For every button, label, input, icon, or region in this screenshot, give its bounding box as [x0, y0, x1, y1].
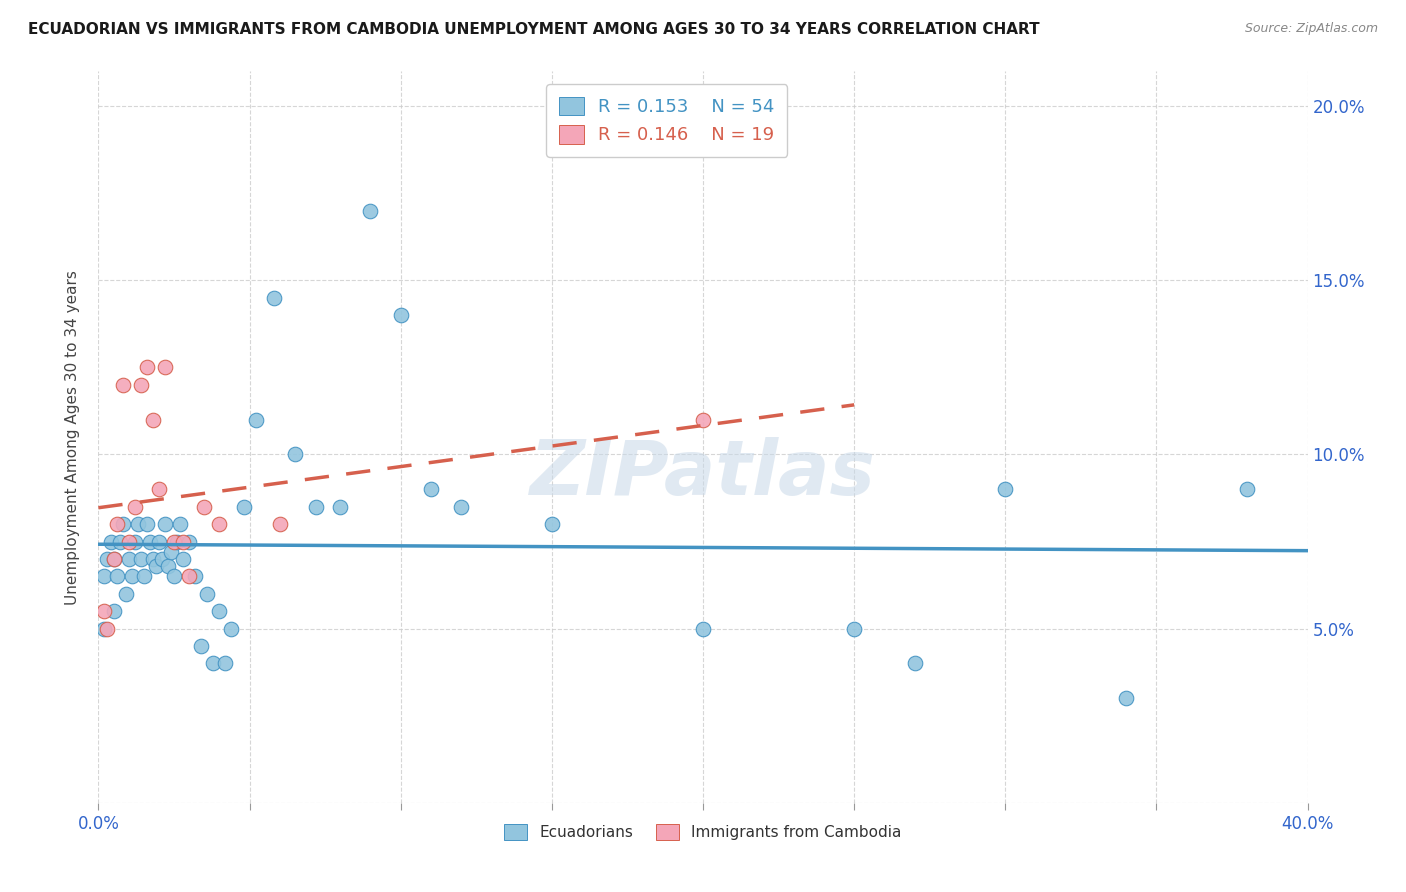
Text: Source: ZipAtlas.com: Source: ZipAtlas.com [1244, 22, 1378, 36]
Point [844, 622, 866, 636]
Point [118, 552, 141, 566]
Point [124, 534, 146, 549]
Point [329, 500, 352, 514]
Point [245, 412, 267, 426]
Point [93, 622, 115, 636]
Point [193, 500, 215, 514]
Point [540, 517, 562, 532]
Point [190, 639, 212, 653]
Point [142, 552, 165, 566]
Point [1115, 691, 1137, 706]
Point [284, 448, 307, 462]
Point [142, 412, 165, 426]
Point [163, 534, 186, 549]
Point [139, 534, 162, 549]
Point [305, 500, 328, 514]
Point [692, 412, 714, 426]
Point [127, 517, 149, 532]
Point [96, 552, 118, 566]
Point [108, 534, 131, 549]
Point [420, 483, 443, 497]
Point [129, 552, 152, 566]
Point [118, 534, 141, 549]
Point [263, 291, 285, 305]
Point [111, 517, 134, 532]
Point [121, 569, 143, 583]
Legend: Ecuadorians, Immigrants from Cambodia: Ecuadorians, Immigrants from Cambodia [498, 818, 908, 847]
Point [124, 500, 146, 514]
Point [148, 534, 170, 549]
Point [96, 622, 118, 636]
Point [103, 604, 125, 618]
Point [184, 569, 207, 583]
Point [156, 558, 179, 573]
Point [214, 657, 236, 671]
Point [132, 569, 155, 583]
Point [103, 552, 125, 566]
Text: ZIPatlas: ZIPatlas [530, 437, 876, 510]
Point [145, 558, 167, 573]
Point [172, 552, 194, 566]
Point [105, 569, 128, 583]
Point [105, 517, 128, 532]
Point [153, 360, 176, 375]
Point [169, 517, 191, 532]
Point [360, 203, 382, 218]
Point [166, 534, 188, 549]
Point [179, 569, 201, 583]
Point [692, 622, 714, 636]
Point [114, 587, 136, 601]
Text: ECUADORIAN VS IMMIGRANTS FROM CAMBODIA UNEMPLOYMENT AMONG AGES 30 TO 34 YEARS CO: ECUADORIAN VS IMMIGRANTS FROM CAMBODIA U… [28, 22, 1040, 37]
Point [153, 517, 176, 532]
Point [163, 569, 186, 583]
Point [232, 500, 254, 514]
Point [389, 308, 412, 322]
Point [103, 552, 125, 566]
Point [135, 517, 157, 532]
Point [221, 622, 243, 636]
Point [93, 569, 115, 583]
Point [1236, 483, 1258, 497]
Point [100, 534, 122, 549]
Point [111, 377, 134, 392]
Point [208, 604, 231, 618]
Point [195, 587, 218, 601]
Point [129, 377, 152, 392]
Point [172, 534, 194, 549]
Point [160, 545, 183, 559]
Point [93, 604, 115, 618]
Point [208, 517, 231, 532]
Point [269, 517, 291, 532]
Y-axis label: Unemployment Among Ages 30 to 34 years: Unemployment Among Ages 30 to 34 years [65, 269, 80, 605]
Point [179, 534, 201, 549]
Point [202, 657, 225, 671]
Point [450, 500, 472, 514]
Point [904, 657, 927, 671]
Point [994, 483, 1017, 497]
Point [148, 483, 170, 497]
Point [150, 552, 173, 566]
Point [135, 360, 157, 375]
